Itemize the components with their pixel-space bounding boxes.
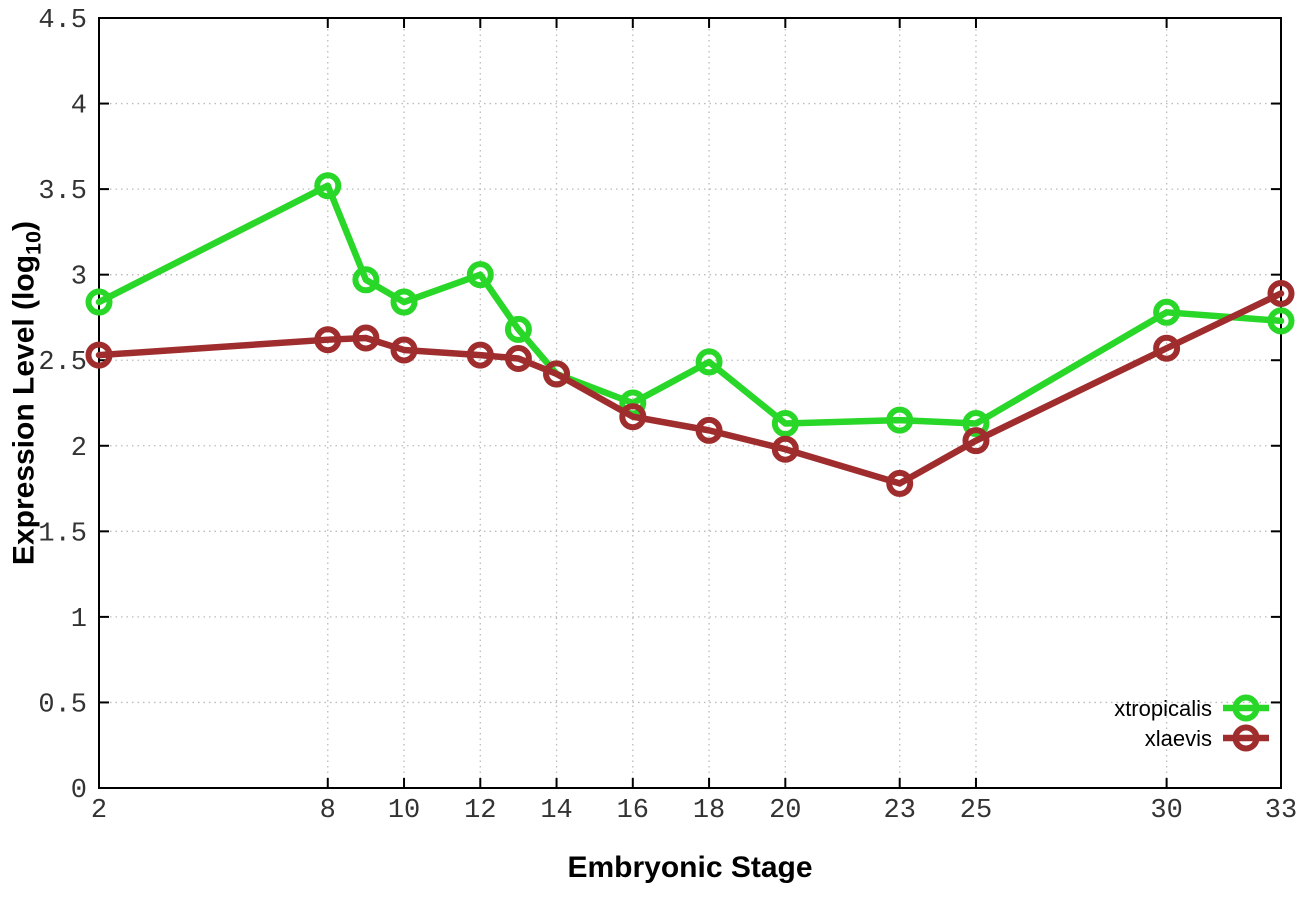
data-point-marker-xtropicalis [886, 406, 914, 434]
y-tick-label: 3 [71, 263, 87, 293]
data-point-marker-xtropicalis [695, 348, 723, 376]
y-tick-label: 1.5 [38, 519, 87, 549]
data-point-marker-xlaevis [771, 435, 799, 463]
data-point-marker-xlaevis [390, 336, 418, 364]
data-point-marker-xtropicalis [390, 288, 418, 316]
data-point-marker-xtropicalis [314, 172, 342, 200]
x-tick-label: 8 [320, 796, 336, 826]
y-tick-label: 2.5 [38, 348, 87, 378]
legend-label: xlaevis [1145, 726, 1212, 751]
data-point-marker-xlaevis [504, 345, 532, 373]
data-point-marker-xlaevis [1153, 334, 1181, 362]
data-point-marker-xlaevis [695, 416, 723, 444]
series-xlaevis [85, 279, 1295, 497]
x-tick-label: 16 [617, 796, 649, 826]
y-axis-title-suffix: ) [7, 220, 41, 231]
y-tick-label: 2 [71, 434, 87, 464]
y-tick-label: 1 [71, 605, 87, 635]
x-tick-label: 33 [1265, 796, 1296, 826]
y-tick-label: 3.5 [38, 177, 87, 207]
legend: xtropicalis xlaevis [1114, 694, 1269, 752]
data-point-marker-xlaevis [543, 360, 571, 388]
legend-marker-icon [1232, 694, 1260, 722]
x-tick-label: 12 [464, 796, 496, 826]
y-tick-label: 0.5 [38, 690, 87, 720]
y-axis-title-text: Expression Level (log [7, 254, 41, 566]
data-point-marker-xlaevis [314, 326, 342, 354]
data-point-marker-xtropicalis [1153, 298, 1181, 326]
data-point-marker-xlaevis [962, 427, 990, 455]
y-axis-title: Expression Level (log10) [8, 221, 47, 565]
legend-marker-icon [1232, 724, 1260, 752]
y-axis-title-subscript: 10 [20, 230, 46, 255]
data-point-marker-xtropicalis [352, 266, 380, 294]
plot-border [98, 17, 1282, 789]
y-tick-label: 4 [71, 92, 87, 122]
grid-lines [99, 18, 1281, 788]
data-point-marker-xlaevis [886, 469, 914, 497]
axis-ticks [98, 17, 1282, 789]
y-tick-label: 0 [71, 776, 87, 806]
data-point-marker-xtropicalis [466, 261, 494, 289]
x-tick-label: 20 [769, 796, 801, 826]
data-point-marker-xtropicalis [1267, 307, 1295, 335]
x-tick-label: 23 [884, 796, 916, 826]
data-point-marker-xlaevis [466, 341, 494, 369]
data-point-marker-xlaevis [619, 403, 647, 431]
data-point-marker-xlaevis [85, 341, 113, 369]
data-point-marker-xtropicalis [962, 410, 990, 438]
series-line-xtropicalis [95, 182, 1285, 427]
x-axis-title: Embryonic Stage [567, 851, 813, 884]
x-tick-label: 18 [693, 796, 725, 826]
data-point-marker-xlaevis [352, 324, 380, 352]
data-point-marker-xtropicalis [85, 288, 113, 316]
series-xtropicalis [85, 172, 1295, 438]
x-tick-label: 10 [388, 796, 420, 826]
x-tick-label: 30 [1150, 796, 1182, 826]
x-tick-label: 25 [960, 796, 992, 826]
y-tick-label: 4.5 [38, 6, 87, 36]
data-point-marker-xtropicalis [771, 410, 799, 438]
legend-item-xtropicalis: xtropicalis [1114, 694, 1269, 722]
series-line-xlaevis [95, 290, 1285, 487]
data-point-marker-xlaevis [1267, 279, 1295, 307]
legend-item-xlaevis: xlaevis [1145, 724, 1269, 752]
x-tick-label: 2 [91, 796, 107, 826]
legend-label: xtropicalis [1114, 696, 1212, 721]
x-tick-label: 14 [540, 796, 572, 826]
data-point-marker-xtropicalis [504, 315, 532, 343]
